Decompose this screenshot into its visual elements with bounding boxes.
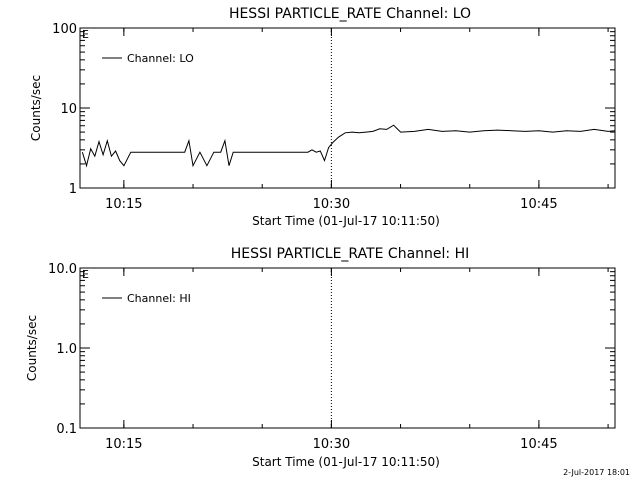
hi-event-mark: E (82, 268, 89, 281)
lo-event-lines (330, 28, 332, 188)
lo-y-tick-label: 1 (69, 182, 77, 197)
lo-plot-frame (79, 27, 616, 189)
lo-legend-label: Channel: LO (127, 52, 194, 65)
lo-series-line (81, 124, 616, 168)
hi-legend-label: Channel: HI (127, 292, 191, 305)
hi-x-tick-label: 10:15 (105, 437, 142, 452)
hi-x-tick-label: 10:30 (313, 437, 350, 452)
lo-x-tick-label: 10:15 (105, 197, 142, 212)
hi-y-tick-label: 10.0 (48, 262, 77, 277)
lo-y-tick-labels: 1 10 100 (52, 22, 77, 197)
hi-legend: Channel: HI (102, 292, 191, 305)
lo-y-axis-label: Counts/sec (29, 75, 43, 141)
lo-plot-title: HESSI PARTICLE_RATE Channel: LO (229, 6, 471, 22)
lo-y-tick-label: 10 (60, 102, 77, 117)
lo-event-mark: E (82, 28, 89, 41)
hi-y-axis-label: Counts/sec (25, 315, 39, 381)
hi-y-tick-label: 1.0 (56, 342, 77, 357)
lo-event-marks: EE (82, 28, 89, 41)
lo-x-tick-label: 10:30 (313, 197, 350, 212)
lo-x-axis-label: Start Time (01-Jul-17 10:11:50) (252, 214, 440, 228)
hi-plot-title: HESSI PARTICLE_RATE Channel: HI (231, 246, 469, 262)
lo-data-layer (81, 124, 616, 168)
lo-x-tick-label: 10:45 (520, 197, 557, 212)
hi-x-tick-label: 10:45 (520, 437, 557, 452)
hi-x-axis-label: Start Time (01-Jul-17 10:11:50) (252, 455, 440, 469)
hi-plot-frame (79, 267, 616, 429)
lo-y-tick-label: 100 (52, 22, 77, 37)
hi-channel-plot: HESSI PARTICLE_RATE Channel: HI Counts/s… (25, 246, 616, 469)
footer-date: 2-Jul-2017 18:01 (563, 468, 630, 477)
hi-event-lines (330, 268, 332, 428)
hi-y-tick-labels: 0.1 1.0 10.0 (48, 262, 77, 437)
hi-event-marks: EE (82, 268, 89, 281)
lo-legend: Channel: LO (102, 52, 194, 65)
hi-y-tick-label: 0.1 (56, 422, 77, 437)
lo-channel-plot: HESSI PARTICLE_RATE Channel: LO Counts/s… (29, 6, 616, 228)
